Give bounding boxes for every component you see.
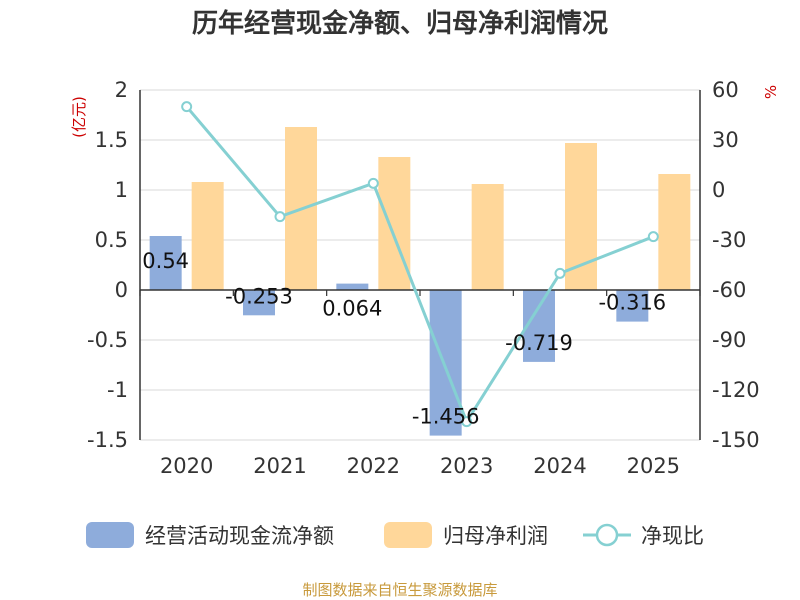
right-axis-unit: % — [762, 85, 780, 99]
right-tick-label: -60 — [712, 278, 746, 302]
cash-flow-bar[interactable] — [149, 236, 182, 290]
legend-marker-ratio — [595, 523, 619, 547]
net-profit-bar[interactable] — [191, 182, 224, 290]
ratio-series-line — [185, 105, 654, 425]
right-tick-label: -30 — [712, 228, 746, 252]
right-tick-label: 0 — [712, 178, 725, 202]
cash-flow-data-label: -0.316 — [598, 291, 666, 315]
net-profit-bar[interactable] — [378, 157, 411, 290]
left-tick-label: 0 — [115, 278, 128, 302]
cash-flow-bar[interactable] — [429, 290, 462, 436]
ratio-point[interactable] — [647, 231, 659, 243]
data-labels: 0.54 -0.253 0.064 -1.456 -0.719 -0.316 — [142, 249, 666, 429]
x-tick-label: 2022 — [347, 454, 400, 478]
legend[interactable]: 经营活动现金流净额 归母净利润 净现比 — [86, 522, 704, 548]
left-tick-label: -1.5 — [87, 428, 128, 452]
right-tick-label: 30 — [712, 128, 739, 152]
x-tick-label: 2021 — [253, 454, 306, 478]
right-tick-label: -150 — [712, 428, 760, 452]
net-profit-bar[interactable] — [658, 174, 691, 290]
source-note: 制图数据来自恒生聚源数据库 — [302, 581, 497, 599]
cash-flow-bar[interactable] — [616, 290, 649, 322]
ratio-point[interactable] — [181, 101, 193, 113]
net-profit-bar[interactable] — [471, 184, 504, 290]
grid — [140, 89, 700, 441]
ratio-point[interactable] — [274, 211, 286, 223]
cash-flow-data-label: 0.064 — [322, 297, 382, 321]
cash-flow-bar[interactable] — [336, 283, 369, 290]
x-tick-label: 2025 — [627, 454, 680, 478]
x-tick-label: 2023 — [440, 454, 493, 478]
tick-labels: 2 1.5 1 0.5 0 -0.5 -1 -1.5 60 30 0 -30 -60 -90 -120 -15… — [87, 78, 760, 478]
cash-flow-data-label: 0.54 — [142, 249, 189, 273]
ratio-line — [181, 101, 659, 428]
left-tick-label: 1.5 — [95, 128, 128, 152]
cash-flow-data-label: -1.456 — [412, 405, 480, 429]
ratio-point[interactable] — [367, 177, 379, 189]
left-tick-label: 0.5 — [95, 228, 128, 252]
ratio-point[interactable] — [461, 416, 473, 428]
right-tick-label: 60 — [712, 78, 739, 102]
left-tick-label: -1 — [107, 378, 128, 402]
cash-flow-data-label: -0.253 — [225, 284, 293, 308]
bars — [149, 127, 691, 436]
x-tick-label: 2020 — [160, 454, 213, 478]
legend-label-ratio[interactable]: 净现比 — [641, 524, 704, 548]
cash-flow-bar[interactable] — [243, 290, 275, 316]
x-tick-label: 2024 — [533, 454, 586, 478]
legend-swatch-net-profit — [384, 522, 432, 548]
legend-label-net-profit[interactable]: 归母净利润 — [443, 524, 548, 548]
left-tick-label: 1 — [115, 178, 128, 202]
right-tick-label: -90 — [712, 328, 746, 352]
left-tick-label: -0.5 — [87, 328, 128, 352]
axes — [139, 90, 701, 440]
chart-title: 历年经营现金净额、归母净利润情况 — [192, 8, 608, 39]
left-tick-label: 2 — [115, 78, 128, 102]
left-axis-unit: (亿元) — [70, 96, 88, 138]
ratio-point[interactable] — [554, 267, 566, 279]
cash-flow-data-label: -0.719 — [505, 331, 573, 355]
legend-swatch-cash-flow — [86, 522, 134, 548]
legend-label-cash-flow[interactable]: 经营活动现金流净额 — [145, 524, 334, 548]
right-tick-label: -120 — [712, 378, 760, 402]
